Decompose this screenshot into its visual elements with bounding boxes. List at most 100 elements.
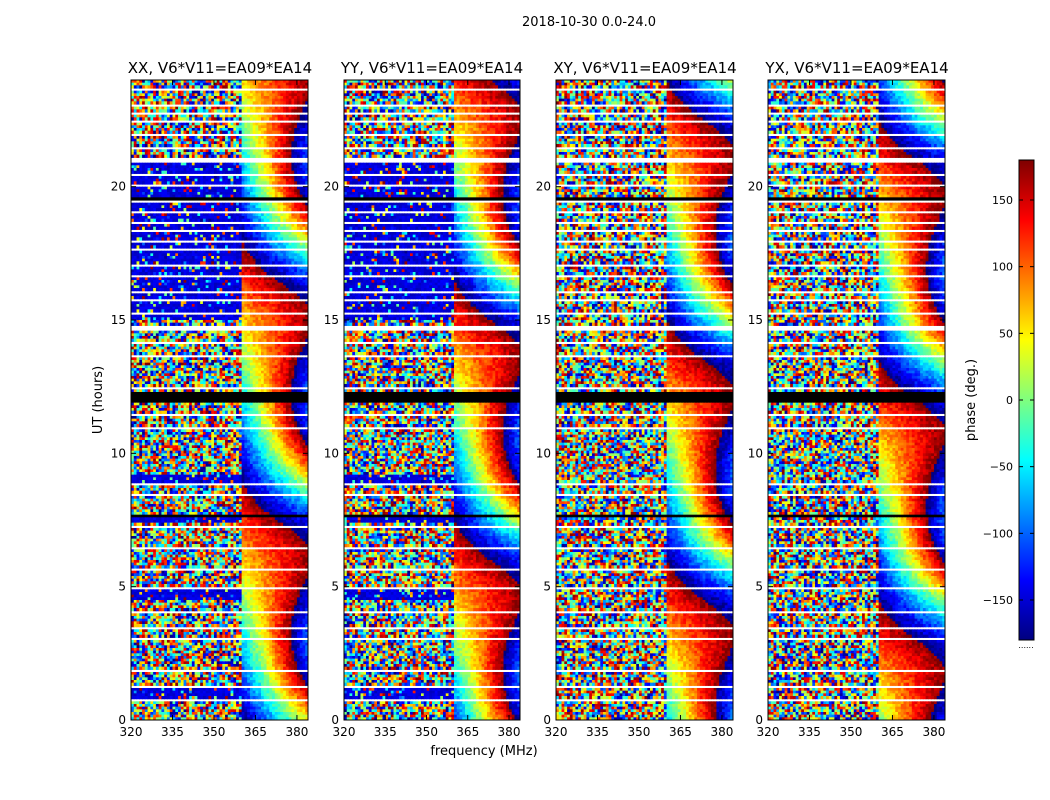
heatmap-cell bbox=[178, 82, 182, 86]
heatmap-cell bbox=[205, 165, 210, 169]
heatmap-cell bbox=[202, 301, 207, 305]
heatmap-cell bbox=[269, 266, 273, 270]
heatmap-cell bbox=[150, 282, 154, 286]
heatmap-cell bbox=[241, 309, 245, 313]
heatmap-cell bbox=[283, 176, 287, 180]
heatmap-cell bbox=[208, 96, 212, 100]
heatmap-cell bbox=[136, 293, 140, 297]
heatmap-cell bbox=[258, 237, 262, 241]
heatmap-cell bbox=[183, 282, 187, 286]
heatmap-cell bbox=[161, 293, 165, 297]
heatmap-cell bbox=[164, 253, 168, 257]
heatmap-cell bbox=[222, 336, 226, 340]
heatmap-cell bbox=[180, 117, 185, 121]
heatmap-cell bbox=[255, 216, 259, 220]
heatmap-cell bbox=[133, 114, 138, 118]
heatmap-cell bbox=[150, 277, 154, 281]
heatmap-cell bbox=[183, 98, 187, 102]
heatmap-cell bbox=[260, 122, 265, 126]
heatmap-cell bbox=[236, 285, 240, 289]
heatmap-cell bbox=[244, 101, 248, 105]
heatmap-cell bbox=[213, 245, 218, 249]
heatmap-cell bbox=[222, 162, 226, 166]
heatmap-cell bbox=[266, 304, 270, 308]
heatmap-cell bbox=[191, 333, 196, 337]
heatmap-cell bbox=[249, 168, 254, 172]
heatmap-cell bbox=[274, 176, 279, 180]
heatmap-cell bbox=[133, 280, 138, 284]
heatmap-cell bbox=[183, 266, 187, 270]
heatmap-cell bbox=[222, 205, 226, 209]
heatmap-cell bbox=[153, 122, 157, 126]
heatmap-cell bbox=[133, 202, 138, 206]
heatmap-cell bbox=[233, 125, 237, 129]
heatmap-cell bbox=[227, 338, 232, 342]
heatmap-cell bbox=[175, 317, 179, 321]
heatmap-cell bbox=[238, 245, 243, 249]
heatmap-cell bbox=[299, 106, 304, 110]
heatmap-cell bbox=[236, 202, 240, 206]
heatmap-cell bbox=[186, 352, 190, 356]
heatmap-cell bbox=[175, 194, 179, 198]
heatmap-cell bbox=[260, 293, 265, 297]
heatmap-cell bbox=[244, 322, 248, 326]
heatmap-cell bbox=[219, 301, 223, 305]
heatmap-cell bbox=[227, 242, 232, 246]
heatmap-cell bbox=[225, 338, 229, 342]
heatmap-cell bbox=[153, 93, 157, 97]
heatmap-cell bbox=[283, 149, 287, 153]
heatmap-cell bbox=[272, 253, 276, 257]
heatmap-cell bbox=[244, 178, 248, 182]
heatmap-cell bbox=[288, 288, 293, 292]
heatmap-cell bbox=[175, 277, 179, 281]
heatmap-cell bbox=[172, 256, 176, 260]
heatmap-cell bbox=[225, 128, 229, 132]
heatmap-cell bbox=[216, 333, 221, 337]
heatmap-cell bbox=[183, 232, 187, 236]
heatmap-cell bbox=[258, 125, 262, 129]
heatmap-cell bbox=[178, 194, 182, 198]
heatmap-cell bbox=[222, 186, 226, 190]
heatmap-cell bbox=[260, 256, 265, 260]
heatmap-cell bbox=[194, 216, 198, 220]
heatmap-cell bbox=[166, 213, 171, 217]
heatmap-cell bbox=[227, 152, 232, 156]
heatmap-cell bbox=[296, 344, 301, 348]
heatmap-cell bbox=[180, 330, 185, 334]
heatmap-cell bbox=[213, 218, 218, 222]
heatmap-cell bbox=[164, 346, 168, 350]
heatmap-cell bbox=[249, 218, 254, 222]
heatmap-cell bbox=[280, 117, 284, 121]
heatmap-cell bbox=[216, 141, 221, 145]
heatmap-cell bbox=[158, 224, 163, 228]
heatmap-cell bbox=[299, 336, 304, 340]
heatmap-cell bbox=[216, 234, 221, 238]
heatmap-cell bbox=[191, 338, 196, 342]
heatmap-cell bbox=[131, 280, 135, 284]
heatmap-cell bbox=[161, 205, 165, 209]
heatmap-cell bbox=[247, 336, 251, 340]
heatmap-cell bbox=[258, 202, 262, 206]
heatmap-cell bbox=[269, 216, 273, 220]
heatmap-cell bbox=[175, 144, 179, 148]
heatmap-cell bbox=[222, 130, 226, 134]
heatmap-cell bbox=[258, 226, 262, 230]
heatmap-cell bbox=[238, 98, 243, 102]
heatmap-cell bbox=[211, 277, 215, 281]
heatmap-cell bbox=[269, 309, 273, 313]
heatmap-cell bbox=[202, 346, 207, 350]
heatmap-cell bbox=[186, 282, 190, 286]
heatmap-cell bbox=[186, 224, 190, 228]
heatmap-cell bbox=[269, 314, 273, 318]
heatmap-cell bbox=[288, 336, 293, 340]
heatmap-cell bbox=[139, 165, 143, 169]
heatmap-cell bbox=[302, 162, 306, 166]
heatmap-cell bbox=[236, 322, 240, 326]
heatmap-cell bbox=[202, 322, 207, 326]
heatmap-cell bbox=[258, 82, 262, 86]
heatmap-cell bbox=[227, 266, 232, 270]
heatmap-cell bbox=[142, 213, 146, 217]
heatmap-cell bbox=[241, 106, 245, 110]
heatmap-cell bbox=[305, 320, 308, 324]
heatmap-cell bbox=[136, 242, 140, 246]
